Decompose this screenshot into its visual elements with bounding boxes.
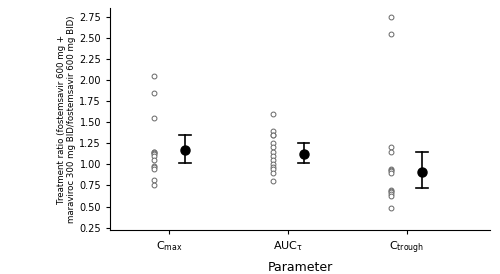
Y-axis label: Treatment ratio (fostemsavir 600 mg +
maraviroc 300 mg BID/fostemsavir 600 mg BI: Treatment ratio (fostemsavir 600 mg + ma…	[57, 15, 76, 223]
X-axis label: Parameter: Parameter	[268, 261, 332, 274]
